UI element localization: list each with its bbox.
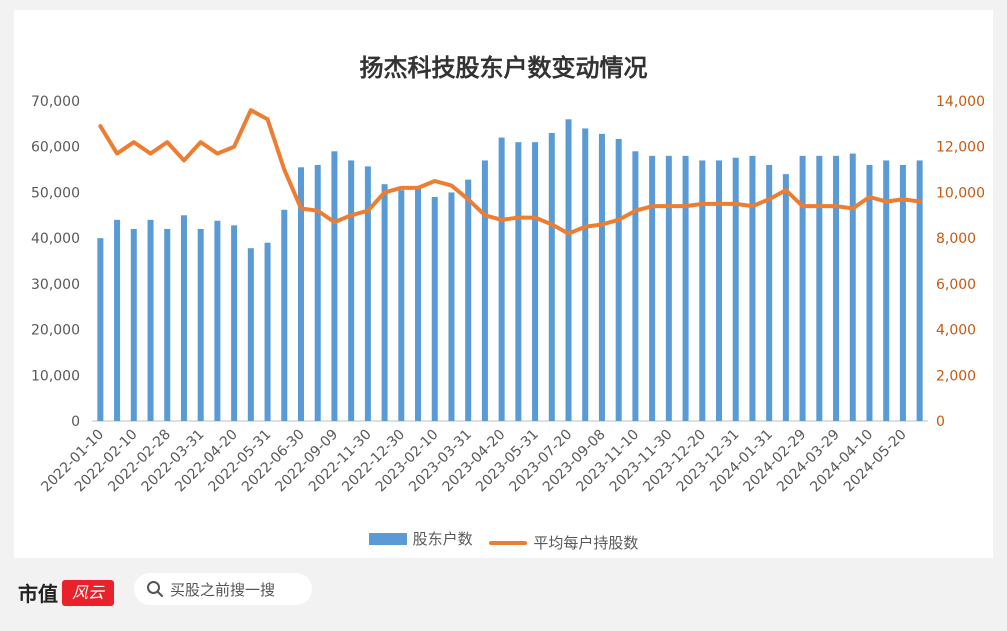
y-right-tick-label: 0 [936,414,945,430]
bar [214,220,221,421]
bar [548,133,555,421]
bar [465,179,472,421]
y-right-tick-label: 8,000 [936,231,976,247]
legend-item-bar: 股东户数 [368,528,473,549]
bar [398,190,405,421]
bar [532,142,539,421]
bar [883,160,890,421]
y-left-tick-label: 40,000 [31,231,80,247]
y-right-tick-label: 2,000 [936,368,976,384]
bar [97,238,104,421]
bar [782,174,789,421]
chart-title: 扬杰科技股东户数变动情况 [359,54,648,82]
y-right-tick-label: 12,000 [936,140,985,156]
y-left-tick-label: 50,000 [31,185,80,201]
legend-item-line: 平均每户持股数 [489,532,638,553]
bar [247,248,254,421]
brand-logo-group[interactable]: 市值 风云 [18,578,114,607]
search-box[interactable]: 买股之前搜一搜 [134,573,312,605]
bar [498,137,505,422]
bar [565,119,572,422]
bar [415,187,422,421]
bar [515,142,522,421]
bar [180,215,187,421]
y-left-tick-label: 30,000 [31,277,80,293]
y-right-tick-label: 10,000 [936,185,985,201]
bar [448,192,455,421]
bar [582,128,589,421]
bar [281,209,288,421]
y-left-tick-label: 0 [71,414,80,430]
y-left-tick-label: 20,000 [31,323,80,339]
bar [114,219,121,421]
bar [297,167,305,421]
bar [849,153,856,422]
bar [866,165,873,421]
bar [682,155,689,421]
bar [381,184,388,421]
line-series [98,108,922,236]
legend-label-bar: 股东户数 [412,530,473,548]
bar [816,155,823,421]
bar [732,157,739,421]
y-right-tick-label: 14,000 [936,94,985,110]
bar [665,155,672,421]
bar [130,229,137,421]
bar [615,138,622,421]
brand-logo-badge: 风云 [62,579,114,606]
bar [431,197,438,421]
search-icon [147,581,163,597]
search-placeholder: 买股之前搜一搜 [170,580,276,599]
bar [766,165,773,421]
bar [649,155,656,421]
legend-swatch-line [489,540,528,545]
footer-bar: 市值 风云 买股之前搜一搜 [0,558,1007,631]
bar [699,160,706,421]
bar [331,151,338,422]
bar [314,165,321,421]
bar [799,155,806,421]
bar [348,160,355,421]
bar [916,160,923,421]
bar [364,166,371,421]
legend-label-line: 平均每户持股数 [533,534,639,552]
bar [481,160,488,421]
y-left-tick-label: 60,000 [31,140,80,156]
bar [147,219,154,421]
bar [899,165,906,421]
bar [197,229,204,421]
bar [833,155,840,421]
bar [231,225,238,421]
bar [164,229,171,421]
y-left-tick-label: 70,000 [31,94,80,110]
y-left-tick-label: 10,000 [31,368,80,384]
bar [598,133,605,421]
y-right-tick-label: 6,000 [936,277,976,293]
bar [264,242,271,421]
legend-swatch-bar [368,532,407,545]
chart-legend: 股东户数 平均每户持股数 [0,528,1007,553]
brand-name: 市值 [18,582,58,606]
bar [749,155,756,421]
bar [715,160,723,421]
y-right-tick-label: 4,000 [936,323,976,339]
bar [632,151,639,422]
